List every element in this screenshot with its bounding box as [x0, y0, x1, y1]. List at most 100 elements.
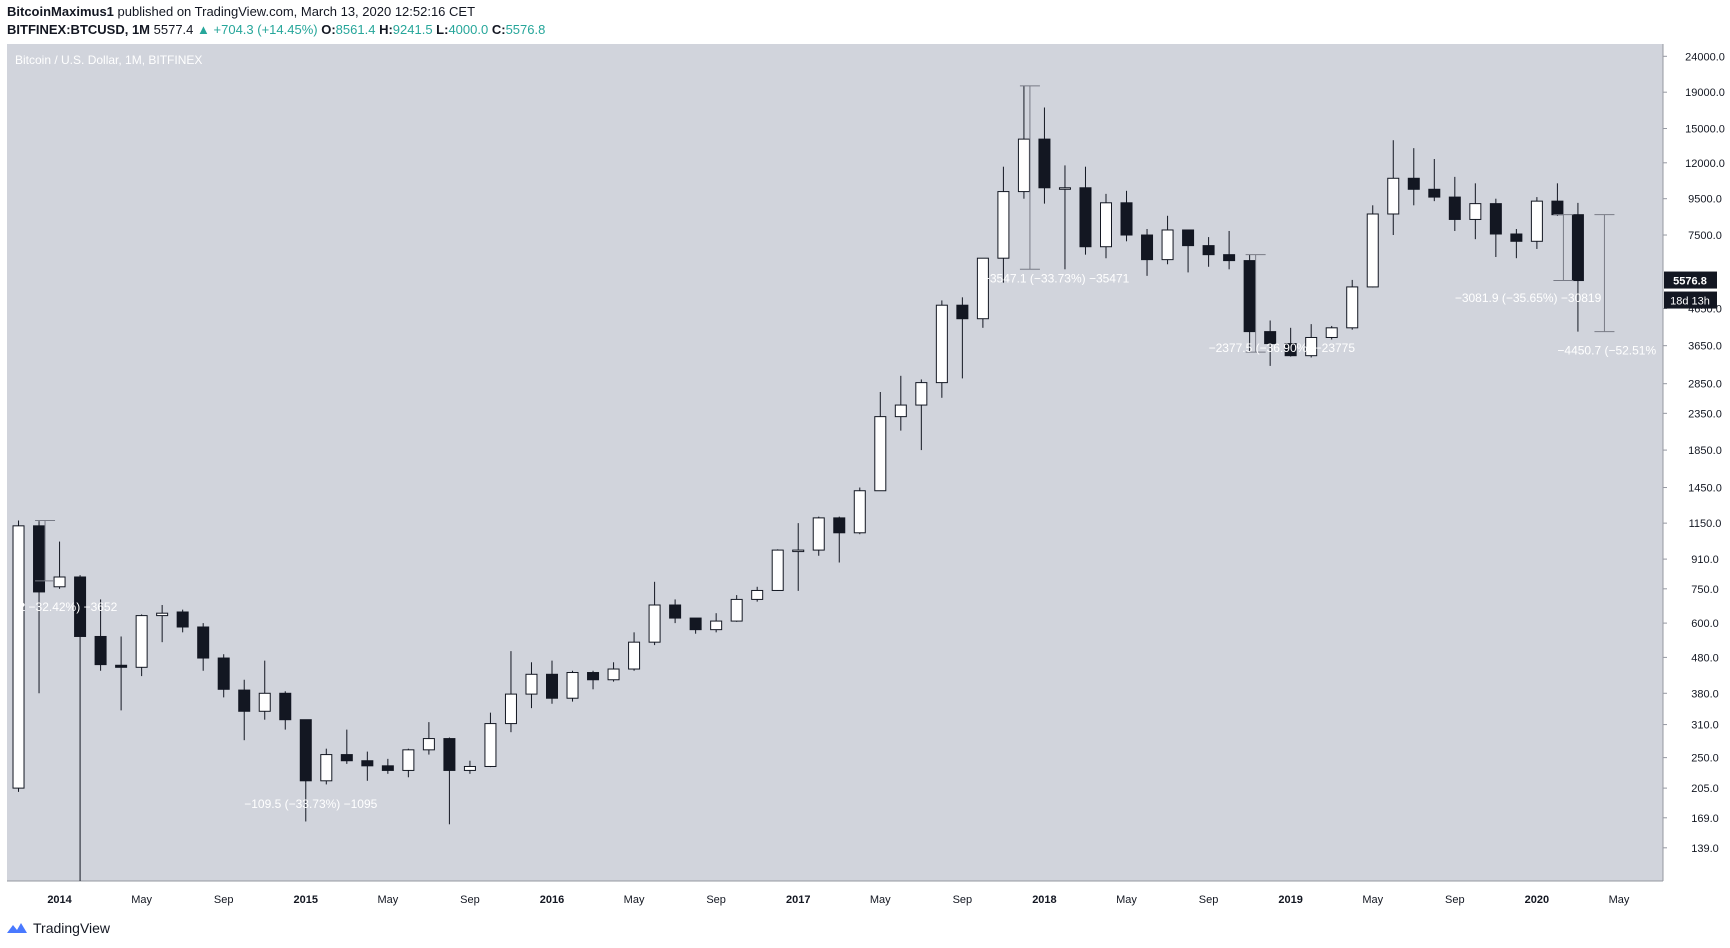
candle-body — [1530, 200, 1543, 242]
chart-plot-area[interactable] — [7, 44, 1663, 881]
measure-drawing[interactable] — [35, 519, 56, 582]
low-label: L: — [436, 22, 449, 37]
candle[interactable] — [1428, 159, 1441, 202]
candle[interactable] — [1366, 205, 1379, 288]
x-tick-label: 2020 — [1525, 894, 1549, 906]
candle-body — [1448, 196, 1461, 220]
candle[interactable] — [587, 670, 600, 690]
candle-body — [997, 191, 1010, 259]
candle[interactable] — [504, 651, 517, 733]
candle[interactable] — [997, 166, 1010, 283]
candle-body — [669, 604, 682, 619]
candle[interactable] — [730, 595, 743, 622]
candle[interactable] — [1346, 279, 1359, 330]
author-name[interactable]: BitcoinMaximus1 — [7, 4, 114, 19]
candle[interactable] — [422, 722, 435, 755]
candle[interactable] — [1202, 237, 1215, 267]
candle[interactable] — [1305, 324, 1318, 358]
candle[interactable] — [566, 670, 579, 702]
candle[interactable] — [956, 297, 969, 379]
candle[interactable] — [320, 748, 333, 785]
candle[interactable] — [771, 549, 784, 591]
x-tick-label: May — [1116, 894, 1137, 906]
measure-drawing[interactable] — [1245, 254, 1266, 353]
candle[interactable] — [1182, 229, 1195, 273]
candle[interactable] — [894, 375, 907, 431]
candle[interactable] — [217, 654, 230, 698]
measure-drawing[interactable] — [1594, 214, 1615, 333]
candle[interactable] — [874, 391, 887, 492]
candle[interactable] — [238, 679, 251, 741]
candle[interactable] — [1038, 107, 1051, 204]
candle-body — [833, 517, 846, 534]
y-tick-label: 1150.0 — [1689, 518, 1722, 530]
candle[interactable] — [689, 617, 702, 634]
candle[interactable] — [1141, 228, 1154, 276]
candle[interactable] — [402, 748, 415, 778]
candle[interactable] — [1161, 215, 1174, 265]
candle[interactable] — [197, 623, 210, 671]
candle[interactable] — [935, 300, 948, 398]
candle[interactable] — [792, 523, 805, 591]
candle[interactable] — [648, 581, 661, 646]
candle[interactable] — [299, 719, 312, 822]
candle[interactable] — [1058, 165, 1071, 270]
candle[interactable] — [53, 541, 66, 589]
candle[interactable] — [74, 575, 87, 881]
candle[interactable] — [1100, 193, 1112, 259]
candle[interactable] — [607, 662, 620, 682]
candle[interactable] — [1469, 183, 1482, 240]
open-label: O: — [321, 22, 336, 37]
candle[interactable] — [525, 662, 538, 709]
candle[interactable] — [1387, 140, 1400, 236]
candle[interactable] — [1264, 320, 1277, 366]
candle-body — [279, 692, 292, 721]
candle[interactable] — [12, 520, 25, 792]
candle[interactable] — [1407, 148, 1420, 206]
candle[interactable] — [115, 636, 128, 711]
candle[interactable] — [156, 605, 169, 643]
candle[interactable] — [1510, 228, 1523, 259]
candle-body — [976, 257, 989, 320]
candle[interactable] — [915, 379, 928, 451]
candle[interactable] — [340, 729, 353, 764]
candle[interactable] — [833, 516, 846, 563]
candle[interactable] — [1530, 197, 1543, 249]
candle[interactable] — [381, 758, 394, 774]
candle-body — [1202, 245, 1215, 256]
candle[interactable] — [1120, 190, 1133, 242]
candle[interactable] — [1448, 176, 1461, 231]
candle-body — [217, 657, 230, 690]
candle[interactable] — [1223, 230, 1236, 270]
candle[interactable] — [258, 660, 271, 720]
candle[interactable] — [463, 760, 476, 774]
candle[interactable] — [546, 660, 558, 704]
candle[interactable] — [853, 487, 866, 535]
candle[interactable] — [1325, 325, 1338, 340]
candle[interactable] — [94, 599, 107, 671]
candle[interactable] — [361, 751, 374, 781]
candle[interactable] — [443, 737, 456, 825]
candle[interactable] — [135, 614, 148, 677]
tradingview-brand[interactable]: TradingView — [33, 920, 111, 936]
candle[interactable] — [176, 609, 189, 633]
candle[interactable] — [976, 257, 989, 328]
last-price: 5577.4 — [153, 22, 194, 37]
candle[interactable] — [279, 691, 292, 730]
candle[interactable] — [1489, 198, 1502, 258]
candle[interactable] — [1079, 166, 1092, 255]
candle[interactable] — [710, 613, 723, 633]
measure-drawing[interactable] — [1019, 85, 1040, 270]
candle[interactable] — [484, 712, 497, 768]
candle[interactable] — [628, 632, 641, 671]
candle[interactable] — [669, 599, 682, 624]
candle[interactable] — [1571, 202, 1584, 332]
measure-drawing[interactable] — [1553, 214, 1574, 282]
candle[interactable] — [1284, 327, 1297, 357]
candle[interactable] — [812, 516, 825, 556]
countdown-tag-label: 18d 13h — [1670, 296, 1710, 308]
tradingview-logo-icon[interactable] — [6, 921, 28, 935]
candle-body — [710, 620, 723, 631]
candle[interactable] — [751, 586, 764, 602]
